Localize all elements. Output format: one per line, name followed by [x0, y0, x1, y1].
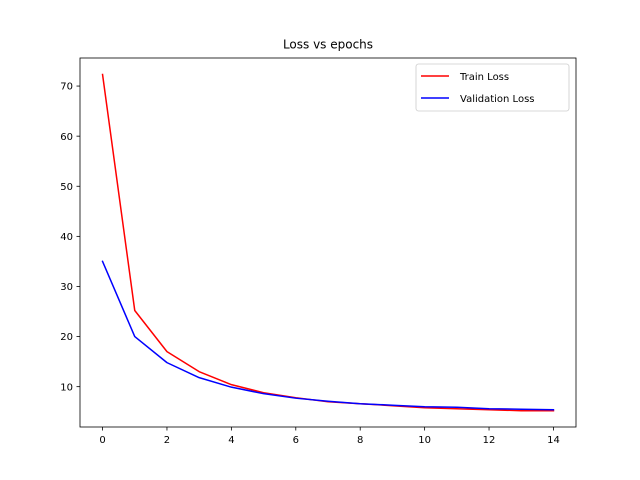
series-line-validation-loss [101, 260, 555, 411]
x-tick-label: 10 [418, 435, 431, 446]
axes-frame [79, 57, 577, 428]
legend-label-train-loss: Train Loss [459, 72, 509, 83]
y-tick-label: 40 [60, 232, 73, 243]
y-tick-label: 70 [60, 82, 73, 93]
x-tick-label: 8 [357, 435, 363, 446]
y-tick-label: 60 [60, 132, 73, 143]
legend: Train Loss Validation Loss [415, 63, 570, 112]
legend-box [415, 63, 570, 112]
y-tick-label: 50 [60, 182, 73, 193]
x-tick-label: 0 [99, 435, 105, 446]
chart-title: Loss vs epochs [283, 38, 373, 52]
plot-area: 0 2 4 6 8 10 12 14 10 20 30 40 50 60 70 [60, 57, 577, 446]
x-tick-label: 6 [293, 435, 299, 446]
legend-label-validation-loss: Validation Loss [460, 94, 535, 105]
x-tick-label: 12 [483, 435, 496, 446]
x-tick-label: 2 [164, 435, 170, 446]
x-tick-label: 14 [547, 435, 560, 446]
y-tick-label: 10 [60, 382, 73, 393]
y-tick-label: 30 [60, 282, 73, 293]
y-tick-label: 20 [60, 332, 73, 343]
x-tick-label: 4 [228, 435, 234, 446]
